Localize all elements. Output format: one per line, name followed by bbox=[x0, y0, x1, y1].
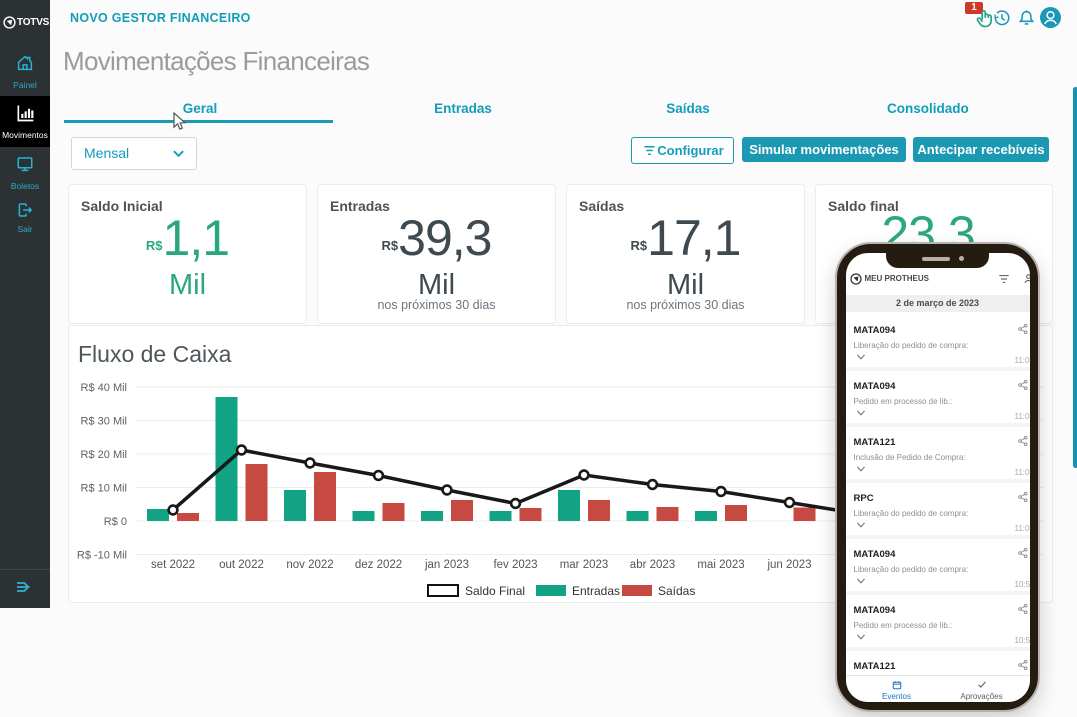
svg-text:R$ 20 Mil: R$ 20 Mil bbox=[81, 449, 127, 461]
svg-text:R$ 0: R$ 0 bbox=[104, 516, 127, 528]
svg-text:Saldo Final: Saldo Final bbox=[465, 584, 525, 598]
svg-text:out 2022: out 2022 bbox=[219, 559, 264, 571]
svg-text:fev 2023: fev 2023 bbox=[493, 559, 537, 571]
svg-text:R$ -10 Mil: R$ -10 Mil bbox=[77, 550, 127, 562]
svg-text:abr 2023: abr 2023 bbox=[630, 559, 675, 571]
svg-text:Saídas: Saídas bbox=[658, 584, 695, 598]
svg-text:jan 2023: jan 2023 bbox=[424, 559, 469, 571]
svg-text:Fluxo de Caixa: Fluxo de Caixa bbox=[78, 341, 232, 367]
svg-text:R$ 10 Mil: R$ 10 Mil bbox=[81, 483, 127, 495]
svg-text:mar 2023: mar 2023 bbox=[560, 559, 609, 571]
svg-text:Entradas: Entradas bbox=[572, 584, 620, 598]
svg-text:set 2022: set 2022 bbox=[151, 559, 195, 571]
svg-text:jun 2023: jun 2023 bbox=[766, 559, 811, 571]
svg-text:nov 2022: nov 2022 bbox=[286, 559, 333, 571]
svg-text:mai 2023: mai 2023 bbox=[697, 559, 744, 571]
svg-text:dez 2022: dez 2022 bbox=[355, 559, 402, 571]
svg-text:R$ 30 Mil: R$ 30 Mil bbox=[81, 416, 127, 428]
svg-text:R$ 40 Mil: R$ 40 Mil bbox=[81, 382, 127, 394]
